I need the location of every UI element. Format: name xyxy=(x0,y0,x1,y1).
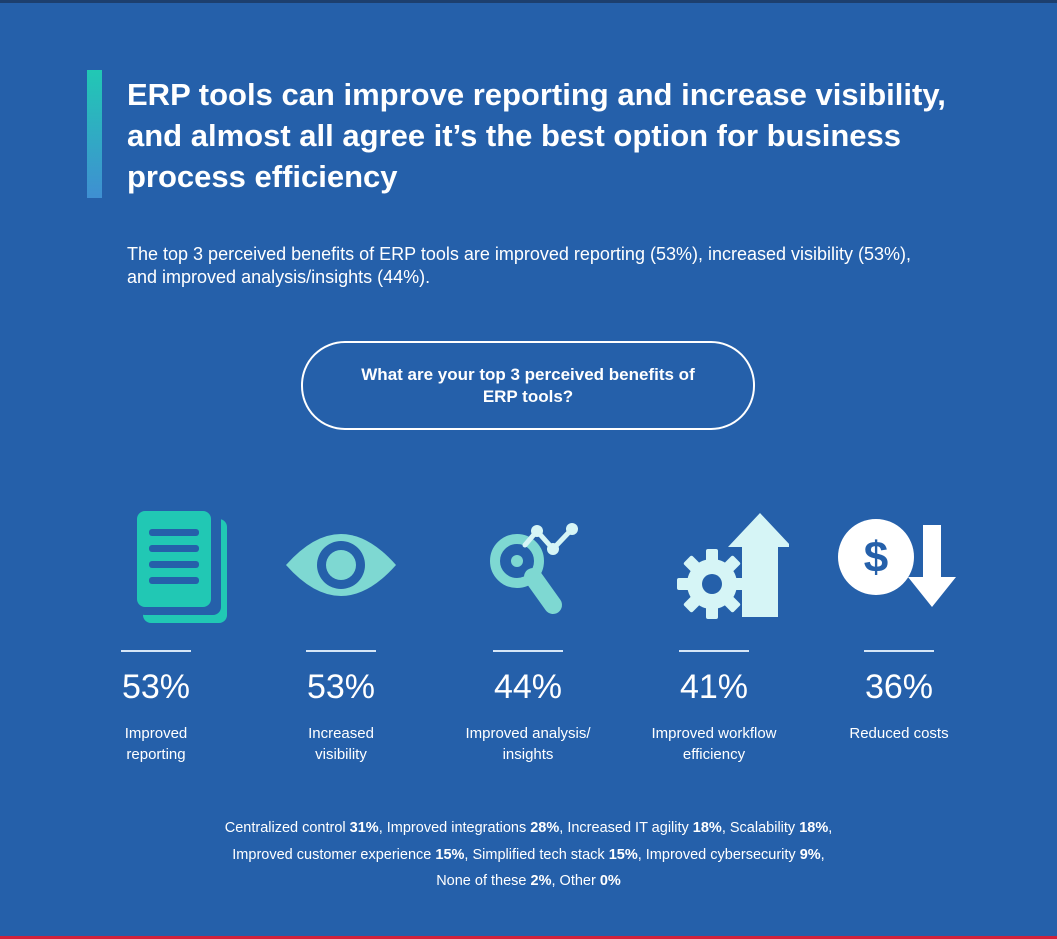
stat-label: Improved workflow efficiency xyxy=(614,723,814,765)
other-benefits-line: None of these 2%, Other 0% xyxy=(436,873,621,889)
other-value: 0% xyxy=(599,873,621,889)
other-value: 31% xyxy=(349,820,379,836)
stat-label-line: Reduced costs xyxy=(849,725,949,742)
other-label: Scalability xyxy=(729,820,796,836)
headline: ERP tools can improve reporting and incr… xyxy=(127,77,946,194)
stat-label-line: efficiency xyxy=(682,746,746,763)
document-icon xyxy=(137,511,227,623)
other-value: 2% xyxy=(530,873,552,889)
other-label: Other xyxy=(559,873,596,889)
stat-divider xyxy=(679,650,749,652)
stat-label: Increased visibility xyxy=(241,723,441,765)
headline-accent-bar xyxy=(87,70,102,198)
stat-percent: 53% xyxy=(306,668,376,706)
stat-label-line: reporting xyxy=(126,746,186,763)
stat-label-line: Improved workflow xyxy=(651,725,777,742)
other-benefits-line: Centralized control 31%, Improved integr… xyxy=(224,820,833,836)
other-label: None of these xyxy=(436,873,527,889)
other-value: 18% xyxy=(692,820,722,836)
other-benefits-line: Improved customer experience 15%, Simpli… xyxy=(232,846,825,863)
other-value: 9% xyxy=(799,846,821,863)
other-label: Improved customer experience xyxy=(232,846,432,863)
other-value: 15% xyxy=(608,846,638,863)
analytics-magnifier-icon xyxy=(490,523,578,614)
svg-text:$: $ xyxy=(864,533,888,582)
stat-label: Reduced costs xyxy=(799,723,999,744)
other-label: Improved cybersecurity xyxy=(645,846,796,863)
other-value: 18% xyxy=(799,820,829,836)
bottom-border xyxy=(0,936,1057,939)
stat-label-line: Increased xyxy=(308,725,374,742)
gear-arrow-up-icon xyxy=(677,513,789,619)
stat-label-line: Improved xyxy=(124,725,188,742)
stat-label-line: visibility xyxy=(315,746,367,763)
other-value: 28% xyxy=(530,820,560,836)
stat-label: Improved analysis/ insights xyxy=(428,723,628,765)
other-label: Simplified tech stack xyxy=(472,846,605,863)
question-pill: What are your top 3 perceived benefits o… xyxy=(301,341,755,430)
stat-percent: 41% xyxy=(679,668,749,706)
stat-label-line: Improved analysis/ xyxy=(465,725,591,742)
top-border xyxy=(0,0,1057,3)
stat-divider xyxy=(864,650,934,652)
stat-divider xyxy=(306,650,376,652)
other-label: Improved integrations xyxy=(386,820,527,836)
stat-divider xyxy=(493,650,563,652)
stat-percent: 53% xyxy=(121,668,191,706)
other-label: Centralized control xyxy=(224,820,346,836)
dollar-arrow-down-icon: $ xyxy=(838,519,956,607)
stat-label: Improved reporting xyxy=(56,723,256,765)
question-text: What are your top 3 perceived benefits o… xyxy=(361,364,695,406)
subtitle: The top 3 perceived benefits of ERP tool… xyxy=(127,244,912,287)
eye-icon xyxy=(286,534,396,596)
other-label: Increased IT agility xyxy=(567,820,689,836)
stat-percent: 36% xyxy=(864,668,934,706)
other-value: 15% xyxy=(435,846,465,863)
other-benefits: Centralized control 31%, Improved integr… xyxy=(180,815,877,895)
stat-divider xyxy=(121,650,191,652)
stat-label-line: insights xyxy=(502,746,554,763)
stat-percent: 44% xyxy=(493,668,563,706)
